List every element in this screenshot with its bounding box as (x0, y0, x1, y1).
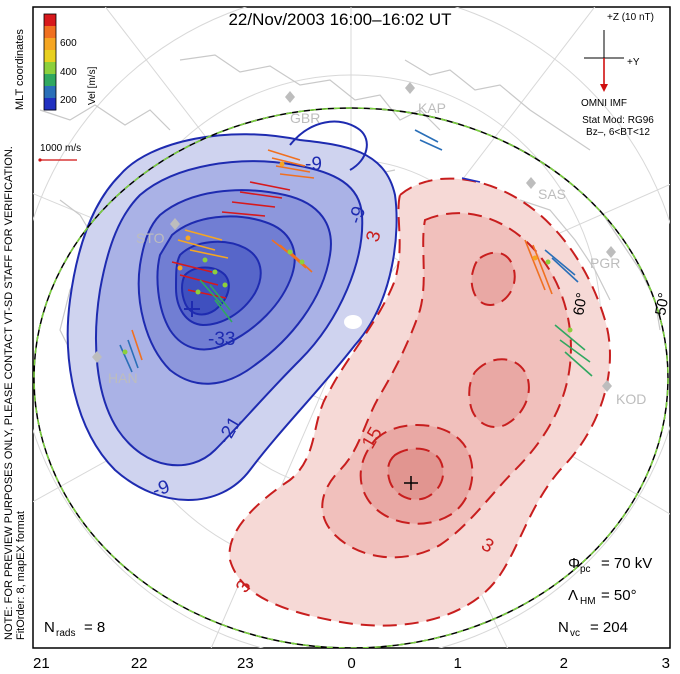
colorbar-tick-400: 400 (60, 67, 77, 78)
stat-model-condition: Bz–, 6<BT<12 (586, 127, 650, 138)
station-markers (92, 82, 616, 392)
mlt-axis: 21 22 23 0 1 2 3 (33, 655, 670, 672)
contour-label: -33 (208, 329, 235, 350)
colorbar-segment (44, 50, 56, 63)
svg-text:N: N (558, 619, 569, 636)
contour-label: 3 (363, 229, 386, 245)
mlt-label-3: 3 (662, 655, 670, 672)
colorbar-tick-600: 600 (60, 38, 77, 49)
station-pgr: PGR (590, 255, 620, 271)
colorbar-segment (44, 74, 56, 87)
latitude-label-50: 50° (652, 291, 673, 316)
imf-y-label: +Y (627, 57, 640, 68)
stat-lambda-hm: Λ HM = 50° (568, 587, 637, 607)
svg-text:pc: pc (580, 564, 591, 575)
scale-vector-origin (38, 158, 42, 162)
scale-vector-label: 1000 m/s (40, 143, 81, 154)
mlt-label-0: 0 (347, 655, 355, 672)
stat-phi-pc: Φ pc = 70 kV (568, 555, 652, 575)
colorbar-segment (44, 38, 56, 51)
station-kod: KOD (616, 391, 646, 407)
contour-label: -9 (150, 476, 173, 502)
station-sto: STO (136, 230, 165, 246)
station-kap: KAP (418, 100, 446, 116)
stat-model: Stat Mod: RG96 (582, 115, 654, 126)
potential-minimum-marker (184, 301, 200, 317)
mlt-label-23: 23 (237, 655, 254, 672)
station-gbr: GBR (290, 110, 320, 126)
coordinate-system-label: MLT coordinates (14, 29, 26, 110)
mlt-label-1: 1 (453, 655, 461, 672)
mlt-label-21: 21 (33, 655, 50, 672)
contour-label: -9 (305, 154, 322, 175)
svg-text:= 204: = 204 (590, 619, 628, 636)
mlt-label-2: 2 (560, 655, 568, 672)
stat-n-vc: N vc = 204 (558, 619, 628, 639)
colorbar-label: Vel [m/s] (87, 66, 98, 105)
map-title: 22/Nov/2003 16:00–16:02 UT (228, 10, 451, 29)
colorbar-segment (44, 86, 56, 99)
station-han: HAN (108, 370, 138, 386)
mlt-label-22: 22 (131, 655, 148, 672)
positive-potential-cell (228, 177, 611, 627)
colorbar-tick-200: 200 (60, 95, 77, 106)
preview-note: NOTE: FOR PREVIEW PURPOSES ONLY, PLEASE … (3, 146, 15, 640)
contour-label: -9 (345, 204, 371, 227)
imf-z-label: +Z (10 nT) (607, 12, 654, 23)
colorbar-segment (44, 62, 56, 75)
pole-marker (344, 315, 362, 329)
stat-n-rads: N rads = 8 (44, 619, 105, 639)
svg-text:Λ: Λ (568, 587, 578, 604)
latitude-label-60: 60° (570, 291, 591, 316)
colorbar-segment (44, 98, 56, 111)
colorbar-border (43, 13, 57, 111)
imf-clock (584, 30, 624, 92)
svg-text:N: N (44, 619, 55, 636)
velocity-vectors (119, 129, 593, 377)
svg-text:= 70 kV: = 70 kV (601, 555, 652, 572)
svg-text:= 50°: = 50° (601, 587, 637, 604)
svg-text:rads: rads (56, 628, 75, 639)
fit-order-label: FitOrder: 8, mapEX format (15, 511, 27, 640)
svg-text:Φ: Φ (568, 555, 580, 572)
velocity-colorbar (43, 13, 57, 111)
svg-text:= 8: = 8 (84, 619, 105, 636)
potential-maximum-marker (404, 476, 418, 490)
colorbar-segment (44, 26, 56, 39)
svg-text:HM: HM (580, 596, 596, 607)
station-sas: SAS (538, 186, 566, 202)
svg-text:vc: vc (570, 628, 580, 639)
heppner-maynard-boundary-dash (33, 107, 669, 648)
imf-source: OMNI IMF (581, 98, 627, 109)
colorbar-segment (44, 14, 56, 27)
